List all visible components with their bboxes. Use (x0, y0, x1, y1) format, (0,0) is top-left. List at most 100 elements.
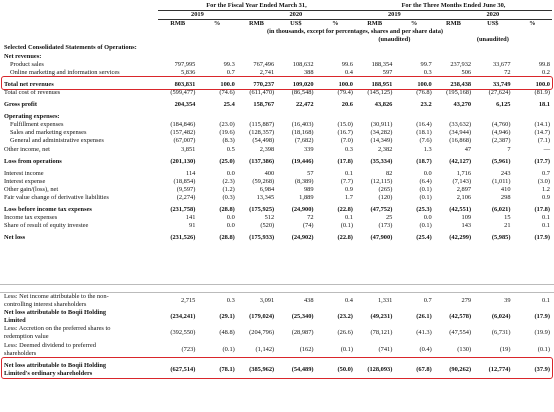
unit-heading: US$ (290, 20, 302, 28)
row-value: (0.1) (419, 193, 432, 201)
row-value: (34,282) (370, 129, 393, 137)
row-value: (0.1) (222, 345, 235, 353)
row-value: (627,514) (170, 365, 196, 373)
row-value: (26.1) (416, 313, 432, 321)
statement-row: Fair value change of derivative liabilit… (2, 194, 552, 202)
row-value: (8.3) (222, 137, 235, 145)
row-value: 7 (507, 145, 511, 153)
row-value: 3,091 (259, 297, 275, 305)
row-value: (6.4) (419, 177, 432, 185)
row-value: 0.3 (226, 297, 235, 305)
status (158, 36, 237, 44)
row-value: 0.1 (344, 214, 353, 222)
row-value: (34,944) (449, 129, 472, 137)
statement-row: Gross profit 204,354 25.4 158,767 22,472 20.6… (2, 97, 552, 109)
row-value: 238,438 (450, 80, 472, 88)
row-value: 0.5 (226, 145, 235, 153)
row-value: (7,682) (294, 137, 314, 145)
row-value: (79.4) (337, 88, 353, 96)
row-label: Total cost of revenues (4, 88, 61, 96)
row-value: (741) (378, 345, 393, 353)
row-value: (4,760) (491, 121, 511, 129)
row-label: Interest income (4, 169, 44, 177)
statement-row: Other gain/(loss), net (9,597) (1.2) 6,984 9… (2, 186, 552, 194)
row-value: (231,526) (170, 234, 196, 242)
row-value: 23.2 (420, 101, 432, 109)
row-value: (86,548) (291, 88, 314, 96)
row-value: 339 (303, 145, 314, 153)
row-value: (90,262) (449, 365, 472, 373)
statement-row: General and administrative expenses (67,0… (2, 137, 552, 145)
row-value: (6,021) (491, 206, 511, 214)
row-value: (19) (499, 345, 511, 353)
row-value: (25.3) (416, 206, 432, 214)
row-value: (19,446) (291, 157, 314, 165)
status: (unaudited) (476, 36, 509, 44)
row-label: Gross profit (4, 101, 37, 109)
row-value: (195,168) (446, 88, 472, 96)
row-value: (12,115) (370, 177, 393, 185)
row-value: (67.8) (416, 365, 432, 373)
row-label: Loss from operations (4, 157, 62, 165)
row-value: 114 (186, 169, 196, 177)
row-value: (35,334) (370, 157, 393, 165)
row-value: 0.1 (542, 297, 550, 305)
row-value: (28,987) (291, 329, 314, 337)
year-heading: 2019 (158, 10, 237, 21)
row-value: (28.8) (219, 234, 235, 242)
row-value: 0.3 (344, 145, 353, 153)
year-heading: 2019 (354, 10, 434, 21)
row-value: (19.9) (534, 329, 550, 337)
row-value: 279 (461, 297, 472, 305)
row-value: (145,125) (367, 88, 393, 96)
statement-row: Loss from operations (201,130) (25.0) (137,… (2, 154, 552, 166)
row-value: 82 (385, 169, 393, 177)
statement-row: Share of result of equity investee 91 0.0 (… (2, 222, 552, 230)
row-value: (1,011) (492, 177, 511, 185)
row-label: Share of result of equity investee (4, 222, 89, 230)
row-value: (54,498) (252, 137, 275, 145)
row-value: (231,758) (170, 206, 196, 214)
row-value: (204,796) (249, 329, 275, 337)
row-value: (173) (378, 222, 393, 230)
row-value: 0.9 (344, 185, 353, 193)
row-label: Less: Net income attributable to the non… (4, 293, 109, 309)
row-value: (17.8) (337, 157, 353, 165)
row-value: (7.6) (419, 137, 432, 145)
row-value: 108,632 (292, 60, 314, 68)
row-value: (81.9) (534, 88, 550, 96)
statement-row: Total cost of revenues (599,477) (74.6) (61… (2, 89, 552, 97)
row-label: Fair value change of derivative liabilit… (4, 193, 109, 201)
unit-heading: RMB (170, 20, 186, 28)
row-value: 25.4 (223, 101, 235, 109)
statement-row: Operating expenses: (2, 109, 552, 121)
attributable-block: Less: Net income attributable to the non… (0, 292, 554, 411)
statement-table: For the Fiscal Year Ended March 31, For t… (2, 2, 552, 242)
row-value: 989 (303, 185, 314, 193)
attributable-table: Less: Net income attributable to the non… (2, 293, 552, 378)
row-value: (37.9) (534, 365, 550, 373)
row-value: (24,902) (291, 234, 314, 242)
row-value: (5,985) (491, 234, 511, 242)
spacer (158, 44, 552, 52)
row-value: 100.0 (338, 80, 353, 88)
row-value: (12,774) (488, 365, 511, 373)
row-value: (2,274) (176, 193, 196, 201)
row-value: 109 (461, 214, 472, 222)
row-value: (59,268) (252, 177, 275, 185)
row-value: 0.3 (423, 68, 432, 76)
row-value: 1.2 (542, 185, 550, 193)
statement-row: Less: Accretion on the preferred shares … (2, 325, 552, 341)
statement-row: Interest expense (18,854) (2.3) (59,268) (8,… (2, 178, 552, 186)
row-value: (0.3) (222, 193, 235, 201)
statement-row: Income tax expenses 141 0.0 512 72 0.1 25 0.0 10… (2, 214, 552, 222)
row-value: 100.0 (535, 80, 550, 88)
row-label: Online marketing and information service… (10, 68, 120, 76)
statement-row: Net loss attributable to Boqii Holding L… (2, 309, 552, 325)
row-value: 188,951 (371, 80, 393, 88)
row-value: (25.0) (219, 157, 235, 165)
row-value: (157,482) (170, 129, 196, 137)
row-label: Less: Accretion on the preferred shares … (4, 325, 111, 341)
row-value: 15 (504, 214, 511, 222)
